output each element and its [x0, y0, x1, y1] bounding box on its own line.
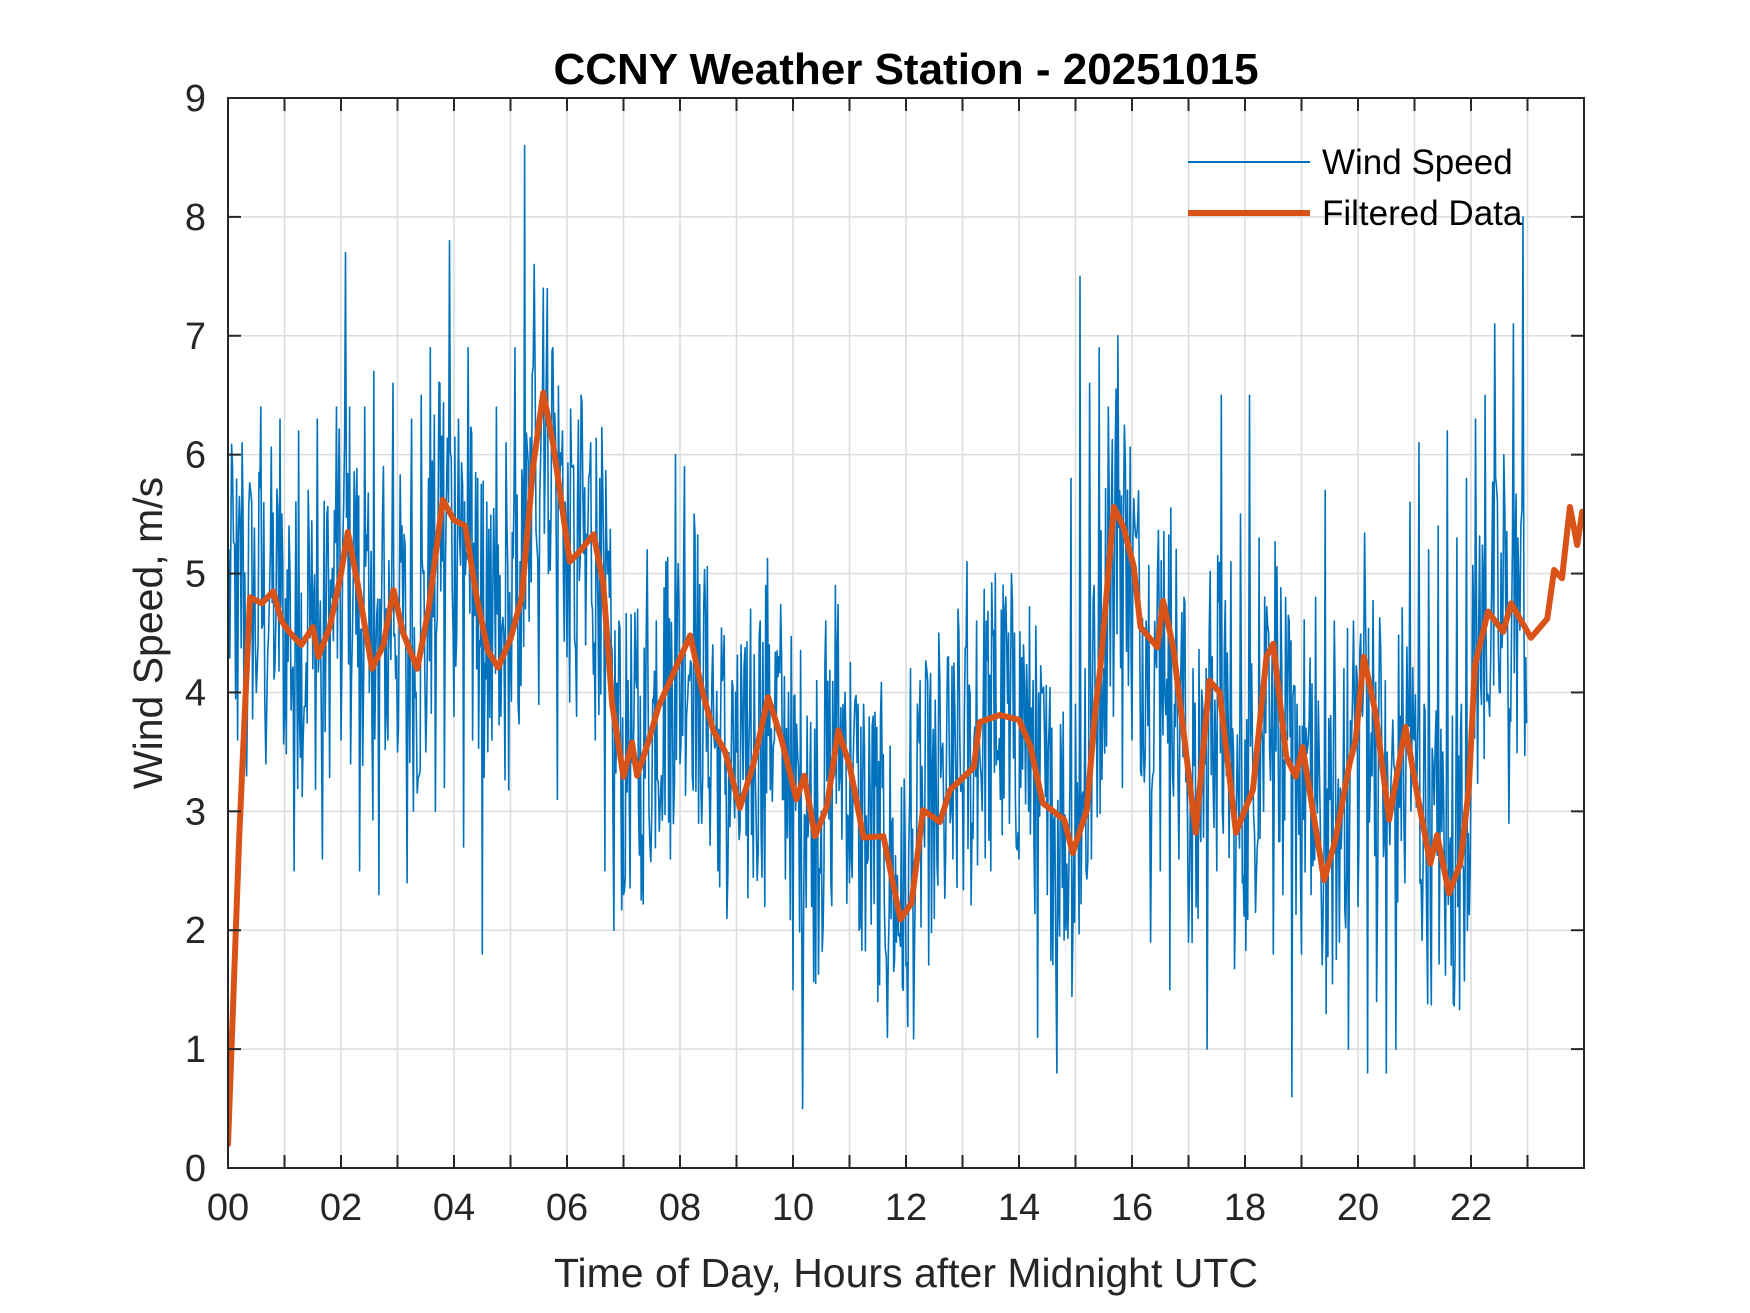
x-axis-label: Time of Day, Hours after Midnight UTC [554, 1250, 1258, 1296]
legend-label-filtered-data: Filtered Data [1322, 194, 1523, 233]
x-tick-label: 06 [546, 1187, 588, 1229]
x-tick-label: 16 [1111, 1187, 1153, 1229]
x-tick-label: 20 [1337, 1187, 1379, 1229]
y-tick-label: 0 [185, 1148, 206, 1190]
series-line-filtered-data [228, 389, 1584, 1148]
y-tick-label: 1 [185, 1029, 206, 1071]
series-layer [228, 144, 1584, 1148]
y-axis-label: Wind Speed, m/s [125, 477, 171, 789]
x-tick-label: 02 [320, 1187, 362, 1229]
x-tick-label: 12 [885, 1187, 927, 1229]
x-tick-label: 00 [207, 1187, 249, 1229]
x-tick-label: 14 [998, 1187, 1040, 1229]
y-tick-label: 9 [185, 78, 206, 120]
legend-label-wind-speed: Wind Speed [1322, 143, 1513, 182]
legend: Wind Speed Filtered Data [1188, 143, 1523, 233]
y-tick-label: 6 [185, 435, 206, 477]
series-line-wind-speed [228, 144, 1528, 1110]
x-tick-label: 10 [772, 1187, 814, 1229]
chart-title: CCNY Weather Station - 20251015 [553, 45, 1258, 94]
ticks [228, 98, 1584, 1168]
x-tick-label: 22 [1450, 1187, 1492, 1229]
x-tick-label: 08 [659, 1187, 701, 1229]
x-tick-label: 04 [433, 1187, 475, 1229]
y-tick-label: 7 [185, 316, 206, 358]
y-tick-label: 8 [185, 197, 206, 239]
x-tick-label: 18 [1224, 1187, 1266, 1229]
y-tick-label: 3 [185, 791, 206, 833]
y-tick-label: 2 [185, 910, 206, 952]
y-tick-label: 5 [185, 554, 206, 596]
y-tick-label: 4 [185, 672, 206, 714]
